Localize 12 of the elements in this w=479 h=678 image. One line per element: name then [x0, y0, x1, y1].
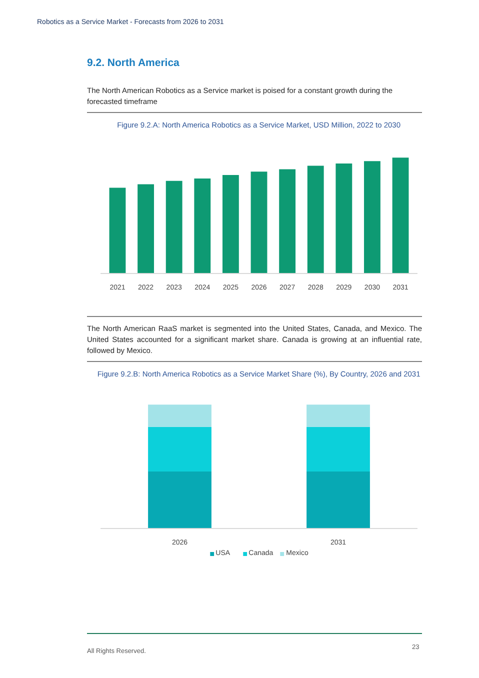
bar	[222, 175, 239, 274]
bar	[392, 158, 409, 274]
text: 9.2. North America	[87, 56, 180, 71]
bar	[109, 188, 126, 274]
bar	[250, 172, 268, 274]
bar	[138, 184, 154, 274]
bar	[336, 163, 352, 274]
bar	[194, 178, 211, 274]
bar	[279, 169, 296, 274]
bar	[307, 166, 324, 274]
bar	[364, 161, 380, 274]
bar	[166, 180, 182, 274]
